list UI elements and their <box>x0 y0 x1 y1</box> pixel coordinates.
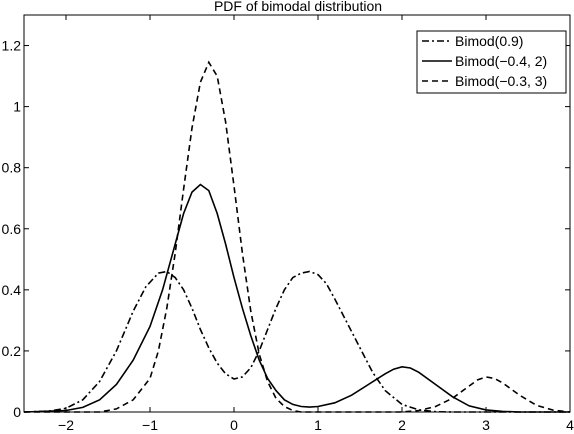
series-layer <box>23 60 571 413</box>
x-tick-label: −1 <box>142 417 158 433</box>
y-tick-label: 1 <box>13 99 21 115</box>
legend-items: Bimod(0.9) Bimod(−0.4, 2) Bimod(−0.3, 3) <box>422 33 547 89</box>
y-tick-label: 0.6 <box>2 221 22 237</box>
x-tick-label: −2 <box>58 417 74 433</box>
legend-entry-label: Bimod(−0.3, 3) <box>455 73 547 89</box>
x-tick-label: 3 <box>482 417 490 433</box>
y-tick-label: 0.2 <box>2 343 22 359</box>
x-tick-label: 1 <box>314 417 322 433</box>
y-tick-label: 0.8 <box>2 160 22 176</box>
chart-title: PDF of bimodal distribution <box>214 0 382 14</box>
x-tick-label: 4 <box>566 417 574 433</box>
x-tick-label: 2 <box>398 417 406 433</box>
tick-layer <box>24 15 571 413</box>
y-tick-label: 1.2 <box>2 38 22 54</box>
legend: Bimod(0.9) Bimod(−0.4, 2) Bimod(−0.3, 3) <box>416 30 567 94</box>
y-tick-labels: 0 0.2 0.4 0.6 0.8 1 1.2 <box>2 38 22 421</box>
legend-entry-label: Bimod(−0.4, 2) <box>455 53 547 69</box>
series-line-2 <box>23 183 570 413</box>
y-tick-label: 0 <box>13 404 21 420</box>
legend-entry-label: Bimod(0.9) <box>455 33 523 49</box>
x-tick-label: 0 <box>230 417 238 433</box>
x-tick-labels: −2 −1 0 1 2 3 4 <box>58 417 574 433</box>
y-tick-label: 0.4 <box>2 282 22 298</box>
series-line-3 <box>24 60 571 413</box>
